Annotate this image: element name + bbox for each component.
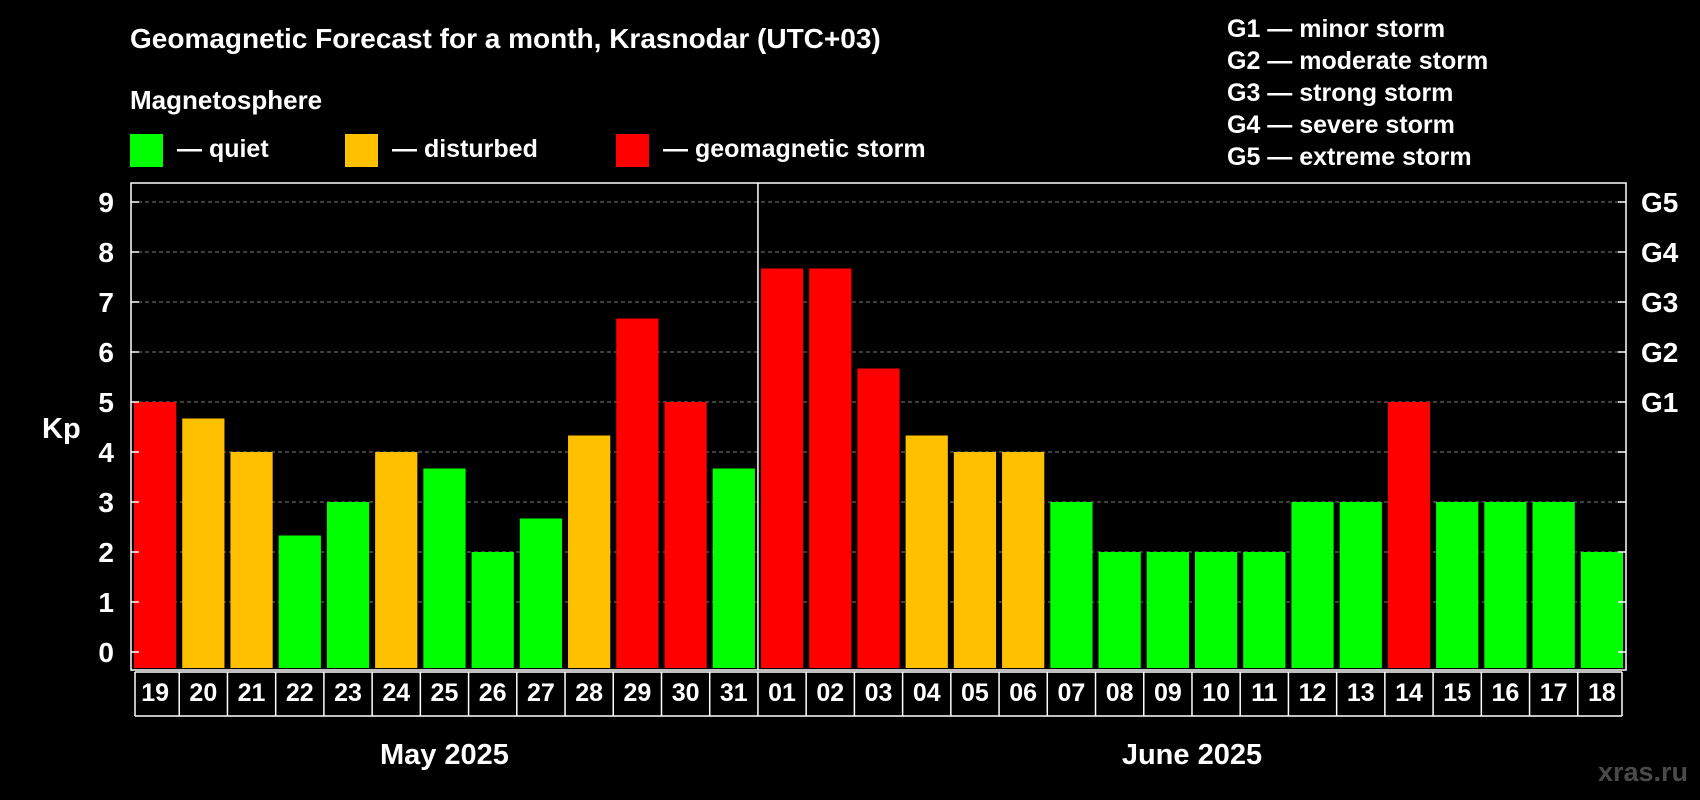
right-tick-label-g4: G4: [1641, 237, 1679, 268]
bar-19: [134, 402, 177, 668]
date-label-13: 13: [1347, 679, 1375, 707]
legend-label-disturbed: — disturbed: [392, 135, 538, 163]
bar-13: [1339, 502, 1382, 668]
y-tick-label-6: 6: [98, 337, 114, 368]
legend-swatch-storm: [616, 134, 649, 167]
right-tick-label-g2: G2: [1641, 337, 1678, 368]
right-tick-label-g1: G1: [1641, 387, 1678, 418]
bar-20: [182, 418, 225, 668]
y-tick-label-7: 7: [98, 287, 114, 318]
y-tick-label-2: 2: [98, 537, 114, 568]
y-tick-label-4: 4: [98, 437, 114, 468]
date-label-08: 08: [1106, 679, 1134, 707]
date-label-03: 03: [865, 679, 893, 707]
month-label-june: June 2025: [1122, 739, 1262, 771]
y-tick-label-3: 3: [98, 487, 114, 518]
bar-01: [760, 268, 804, 668]
storm-level-g3: G3 — strong storm: [1227, 79, 1453, 107]
date-label-19: 19: [141, 679, 169, 707]
date-label-29: 29: [623, 679, 651, 707]
date-label-09: 09: [1154, 679, 1182, 707]
storm-level-g2: G2 — moderate storm: [1227, 47, 1488, 75]
bar-16: [1484, 502, 1527, 668]
bar-05: [953, 452, 997, 668]
y-tick-label-0: 0: [98, 637, 114, 668]
bar-21: [230, 452, 273, 668]
date-label-27: 27: [527, 679, 555, 707]
legend-heading: Magnetosphere: [130, 85, 322, 115]
y-tick-label-5: 5: [98, 387, 114, 418]
date-label-18: 18: [1588, 679, 1616, 707]
legend-swatch-disturbed: [345, 134, 378, 167]
chart-title: Geomagnetic Forecast for a month, Krasno…: [130, 23, 881, 54]
date-label-14: 14: [1395, 679, 1423, 707]
legend-label-quiet: — quiet: [177, 135, 269, 163]
month-label-may: May 2025: [380, 739, 509, 771]
watermark: xras.ru: [1598, 757, 1688, 787]
bar-14: [1387, 402, 1431, 668]
storm-level-g4: G4 — severe storm: [1227, 111, 1455, 139]
bar-30: [664, 402, 707, 668]
date-label-25: 25: [431, 679, 459, 707]
date-label-17: 17: [1540, 679, 1568, 707]
storm-level-g1: G1 — minor storm: [1227, 15, 1445, 43]
date-label-20: 20: [189, 679, 217, 707]
bar-22: [278, 535, 321, 668]
bar-31: [712, 468, 755, 668]
bar-09: [1146, 552, 1189, 668]
date-label-06: 06: [1009, 679, 1037, 707]
date-label-21: 21: [238, 679, 266, 707]
bar-29: [616, 318, 659, 668]
legend-label-storm: — geomagnetic storm: [663, 135, 926, 163]
date-label-07: 07: [1057, 679, 1085, 707]
bar-27: [519, 518, 563, 668]
right-tick-label-g3: G3: [1641, 287, 1678, 318]
date-label-11: 11: [1251, 679, 1278, 707]
date-label-12: 12: [1299, 679, 1327, 707]
storm-level-g5: G5 — extreme storm: [1227, 143, 1472, 171]
bar-06: [1002, 452, 1045, 668]
bar-17: [1532, 502, 1575, 668]
bar-24: [375, 452, 418, 668]
y-axis-label: Kp: [42, 413, 81, 445]
date-label-05: 05: [961, 679, 989, 707]
date-label-04: 04: [913, 679, 941, 707]
legend-swatch-quiet: [130, 134, 163, 167]
bar-07: [1050, 502, 1093, 668]
storm-levels: G1 — minor storm G2 — moderate storm G3 …: [1227, 15, 1488, 171]
date-label-15: 15: [1443, 679, 1471, 707]
date-label-10: 10: [1202, 679, 1230, 707]
plot-frame: [130, 182, 1627, 671]
bar-03: [857, 368, 900, 668]
date-label-24: 24: [382, 679, 410, 707]
bar-12: [1291, 502, 1334, 668]
date-label-23: 23: [334, 679, 362, 707]
date-label-28: 28: [575, 679, 603, 707]
y-tick-label-1: 1: [98, 587, 114, 618]
date-label-16: 16: [1492, 679, 1520, 707]
date-label-30: 30: [672, 679, 700, 707]
date-label-31: 31: [720, 679, 748, 707]
bar-08: [1098, 552, 1141, 668]
bar-11: [1243, 552, 1286, 668]
bar-23: [326, 502, 370, 668]
bar-15: [1436, 502, 1479, 668]
bar-02: [809, 268, 852, 668]
bar-18: [1580, 552, 1623, 668]
right-tick-label-g5: G5: [1641, 187, 1678, 218]
bar-26: [471, 552, 514, 668]
date-label-01: 01: [768, 679, 796, 707]
y-tick-label-9: 9: [98, 187, 114, 218]
date-label-02: 02: [816, 679, 844, 707]
bar-10: [1194, 552, 1238, 668]
bar-04: [905, 435, 948, 668]
date-label-22: 22: [286, 679, 314, 707]
y-tick-label-8: 8: [98, 237, 114, 268]
bar-25: [423, 468, 466, 668]
legend: — quiet — disturbed — geomagnetic storm: [130, 134, 926, 167]
date-label-26: 26: [479, 679, 507, 707]
bar-28: [568, 435, 611, 668]
